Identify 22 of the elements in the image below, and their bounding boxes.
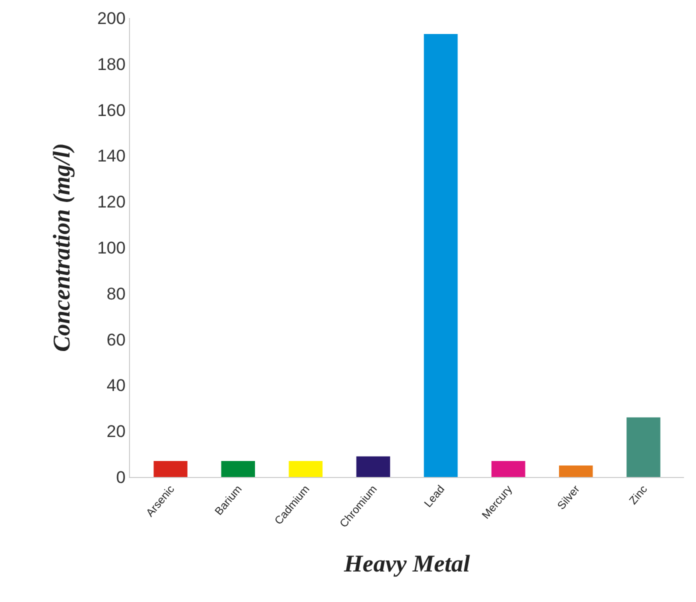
y-axis-title: Concentration (mg/l) [49, 143, 76, 352]
y-tick-label: 180 [97, 54, 126, 74]
y-tick-label: 140 [97, 146, 126, 166]
y-tick-label: 20 [106, 422, 126, 442]
bar [424, 34, 458, 477]
bar [626, 417, 660, 477]
y-tick-label: 60 [106, 330, 126, 350]
bar [559, 466, 593, 477]
y-tick-label: 120 [97, 192, 126, 212]
bar [154, 460, 188, 477]
bar [491, 460, 526, 477]
x-axis-title: Heavy Metal [343, 551, 470, 578]
y-tick-label: 40 [106, 376, 126, 396]
y-tick-label: 80 [106, 284, 126, 304]
y-tick-label: 100 [97, 238, 126, 258]
bar [288, 460, 323, 477]
y-tick-label: 200 [97, 8, 126, 28]
bar [356, 456, 390, 477]
y-tick-label: 0 [116, 468, 126, 487]
y-tick-label: 160 [97, 100, 126, 120]
x-tick-label: Zinc [627, 483, 650, 508]
bar [221, 460, 255, 477]
